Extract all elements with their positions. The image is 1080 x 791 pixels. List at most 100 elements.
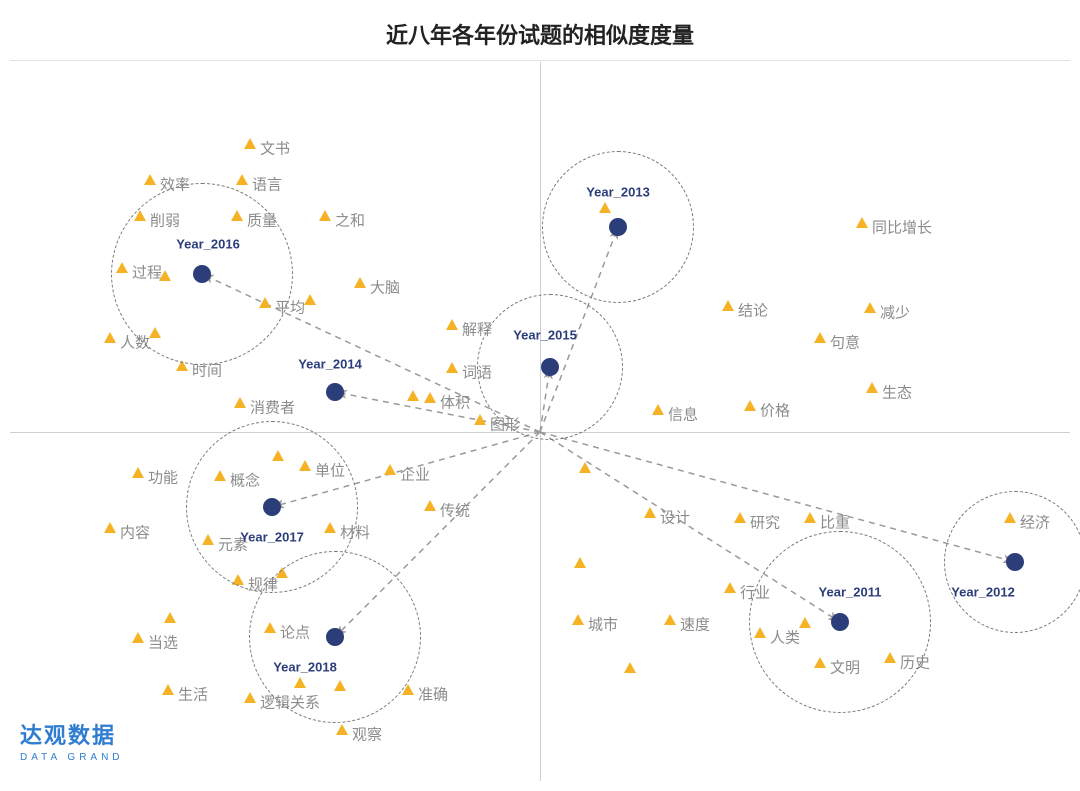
word-label: 研究 [750, 512, 780, 533]
word-label: 价格 [760, 400, 790, 421]
year-label: Year_2015 [513, 328, 577, 343]
word-marker [384, 464, 396, 475]
word-marker [652, 404, 664, 415]
word-marker [754, 627, 766, 638]
word-label: 比重 [820, 512, 850, 533]
word-marker [814, 332, 826, 343]
word-label: 体积 [440, 392, 470, 413]
word-label: 当选 [148, 632, 178, 653]
word-label: 人类 [770, 627, 800, 648]
word-marker [884, 652, 896, 663]
word-marker [744, 400, 756, 411]
word-marker [132, 467, 144, 478]
word-marker [272, 450, 284, 461]
word-marker [276, 567, 288, 578]
word-label: 图形 [490, 414, 520, 435]
word-marker [132, 632, 144, 643]
word-label: 文明 [830, 657, 860, 678]
word-marker [446, 362, 458, 373]
chart-title: 近八年各年份试题的相似度度量 [0, 18, 1080, 50]
word-label: 功能 [148, 467, 178, 488]
word-label: 准确 [418, 684, 448, 705]
year-label: Year_2018 [273, 660, 337, 675]
word-marker [424, 392, 436, 403]
word-marker [324, 522, 336, 533]
word-label: 削弱 [150, 210, 180, 231]
year-label: Year_2014 [298, 357, 362, 372]
year-marker [326, 628, 344, 646]
word-label: 句意 [830, 332, 860, 353]
word-label: 同比增长 [872, 217, 932, 238]
word-marker [264, 622, 276, 633]
year-label: Year_2012 [951, 585, 1015, 600]
word-marker [334, 680, 346, 691]
word-label: 经济 [1020, 512, 1050, 533]
word-label: 过程 [132, 262, 162, 283]
brand-logo: 达观数据 DATA GRAND [20, 718, 124, 763]
word-marker [804, 512, 816, 523]
word-label: 概念 [230, 470, 260, 491]
word-marker [624, 662, 636, 673]
brand-logo-en: DATA GRAND [20, 752, 124, 763]
word-marker [1004, 512, 1016, 523]
word-marker [134, 210, 146, 221]
word-marker [866, 382, 878, 393]
word-marker [304, 294, 316, 305]
word-marker [424, 500, 436, 511]
word-label: 观察 [352, 724, 382, 745]
word-marker [407, 390, 419, 401]
word-marker [474, 414, 486, 425]
word-label: 城市 [588, 614, 618, 635]
word-label: 传统 [440, 500, 470, 521]
word-label: 规律 [248, 574, 278, 595]
word-marker [231, 210, 243, 221]
word-marker [579, 462, 591, 473]
word-marker [259, 297, 271, 308]
word-marker [572, 614, 584, 625]
word-label: 行业 [740, 582, 770, 603]
arrow [540, 432, 1015, 562]
word-marker [234, 397, 246, 408]
word-marker [164, 612, 176, 623]
word-label: 解释 [462, 319, 492, 340]
word-label: 论点 [280, 622, 310, 643]
year-label: Year_2013 [586, 185, 650, 200]
word-marker [116, 262, 128, 273]
year-marker [1006, 553, 1024, 571]
word-label: 生活 [178, 684, 208, 705]
word-label: 词语 [462, 362, 492, 383]
word-marker [354, 277, 366, 288]
word-marker [722, 300, 734, 311]
word-label: 历史 [900, 652, 930, 673]
y-axis [540, 62, 541, 781]
year-label: Year_2016 [176, 237, 240, 252]
word-marker [202, 534, 214, 545]
word-label: 平均 [275, 297, 305, 318]
word-marker [236, 174, 248, 185]
word-label: 人数 [120, 332, 150, 353]
word-marker [149, 327, 161, 338]
arrow [540, 367, 550, 432]
word-marker [232, 574, 244, 585]
word-label: 逻辑关系 [260, 692, 320, 713]
word-label: 设计 [660, 507, 690, 528]
word-label: 语言 [252, 174, 282, 195]
word-label: 单位 [315, 460, 345, 481]
similarity-scatter-chart: 文书效率语言削弱质量之和过程大脑平均人数解释时间词语消费者体积图形功能概念单位企… [10, 62, 1070, 781]
word-marker [856, 217, 868, 228]
word-marker [644, 507, 656, 518]
word-label: 内容 [120, 522, 150, 543]
year-label: Year_2011 [819, 585, 882, 600]
word-marker [446, 319, 458, 330]
word-label: 质量 [247, 210, 277, 231]
word-label: 效率 [160, 174, 190, 195]
word-marker [294, 677, 306, 688]
word-marker [299, 460, 311, 471]
word-label: 结论 [738, 300, 768, 321]
word-marker [734, 512, 746, 523]
year-marker [831, 613, 849, 631]
word-marker [319, 210, 331, 221]
word-marker [814, 657, 826, 668]
year-label: Year_2017 [240, 530, 304, 545]
word-marker [214, 470, 226, 481]
